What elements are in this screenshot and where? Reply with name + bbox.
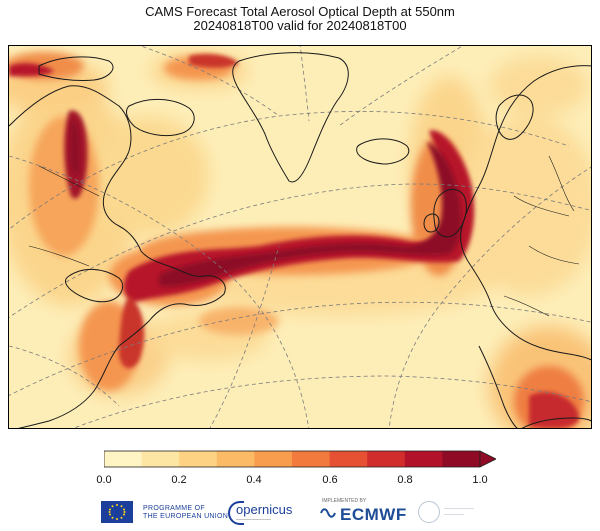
ecmwf-logo-text: ECMWF	[340, 505, 407, 524]
uk-outline	[433, 189, 467, 238]
eu-programme-line2: THE EUROPEAN UNION	[143, 513, 229, 520]
colorbar-cell	[141, 451, 180, 467]
colorbar-tick-label: 1.0	[472, 474, 488, 486]
greenland-outline	[232, 52, 349, 183]
colorbar-cell	[254, 451, 293, 467]
baffin-outline	[126, 98, 195, 137]
graticule	[9, 46, 591, 428]
colorbar-cell	[404, 451, 443, 467]
chart-title: CAMS Forecast Total Aerosol Optical Dept…	[145, 4, 455, 19]
map-canvas	[9, 46, 591, 428]
colorbar	[104, 450, 496, 468]
colorbar-tick-label: 0.2	[171, 474, 187, 486]
ireland-outline	[423, 213, 440, 233]
scandinavia-outline	[495, 94, 534, 140]
colorbar-tick-label: 0.6	[322, 474, 338, 486]
colorbar-cell	[179, 451, 218, 467]
colorbar-cell	[442, 451, 481, 467]
europe-outline	[460, 65, 591, 361]
colorbar-cell	[104, 451, 143, 467]
colorbar-tick-label: 0.4	[246, 474, 262, 486]
copernicus-logo-arc	[228, 501, 244, 525]
atmosphere-monitoring-text: —————— ————	[444, 506, 474, 518]
colorbar-tick-label: 0.8	[397, 474, 413, 486]
atmosphere-monitoring-icon	[418, 501, 440, 523]
north-america-outline	[9, 85, 226, 428]
eu-programme-line1: PROGRAMME OF	[143, 505, 205, 512]
newfoundland-outline	[65, 269, 124, 303]
copernicus-subtitle: ———————	[236, 517, 271, 523]
aerosol-map	[8, 45, 592, 429]
africa-north-outline	[521, 417, 591, 428]
eu-flag-logo	[101, 501, 133, 523]
africa-coast-outline	[478, 345, 518, 428]
eu-programme-text: PROGRAMME OF THE EUROPEAN UNION	[143, 505, 228, 521]
iceland-outline	[356, 138, 410, 165]
colorbar-cell	[216, 451, 255, 467]
colorbar-tick-label: 0.0	[96, 474, 112, 486]
copernicus-logo-text: opernicus	[236, 502, 293, 517]
colorbar-cell	[367, 451, 406, 467]
arctic-island-outline	[38, 56, 114, 81]
footer-logos: PROGRAMME OF THE EUROPEAN UNION opernicu…	[0, 497, 600, 531]
ecmwf-implemented-by: IMPLEMENTED BY	[322, 498, 367, 504]
aod-core-plume	[70, 120, 462, 287]
colorbar-cell	[329, 451, 368, 467]
ecmwf-icon	[320, 508, 336, 518]
colorbar-cell	[292, 451, 331, 467]
colorbar-extend-arrow	[479, 450, 496, 468]
chart-subtitle: 20240818T00 valid for 20240818T00	[193, 18, 407, 33]
coastlines	[9, 52, 591, 428]
